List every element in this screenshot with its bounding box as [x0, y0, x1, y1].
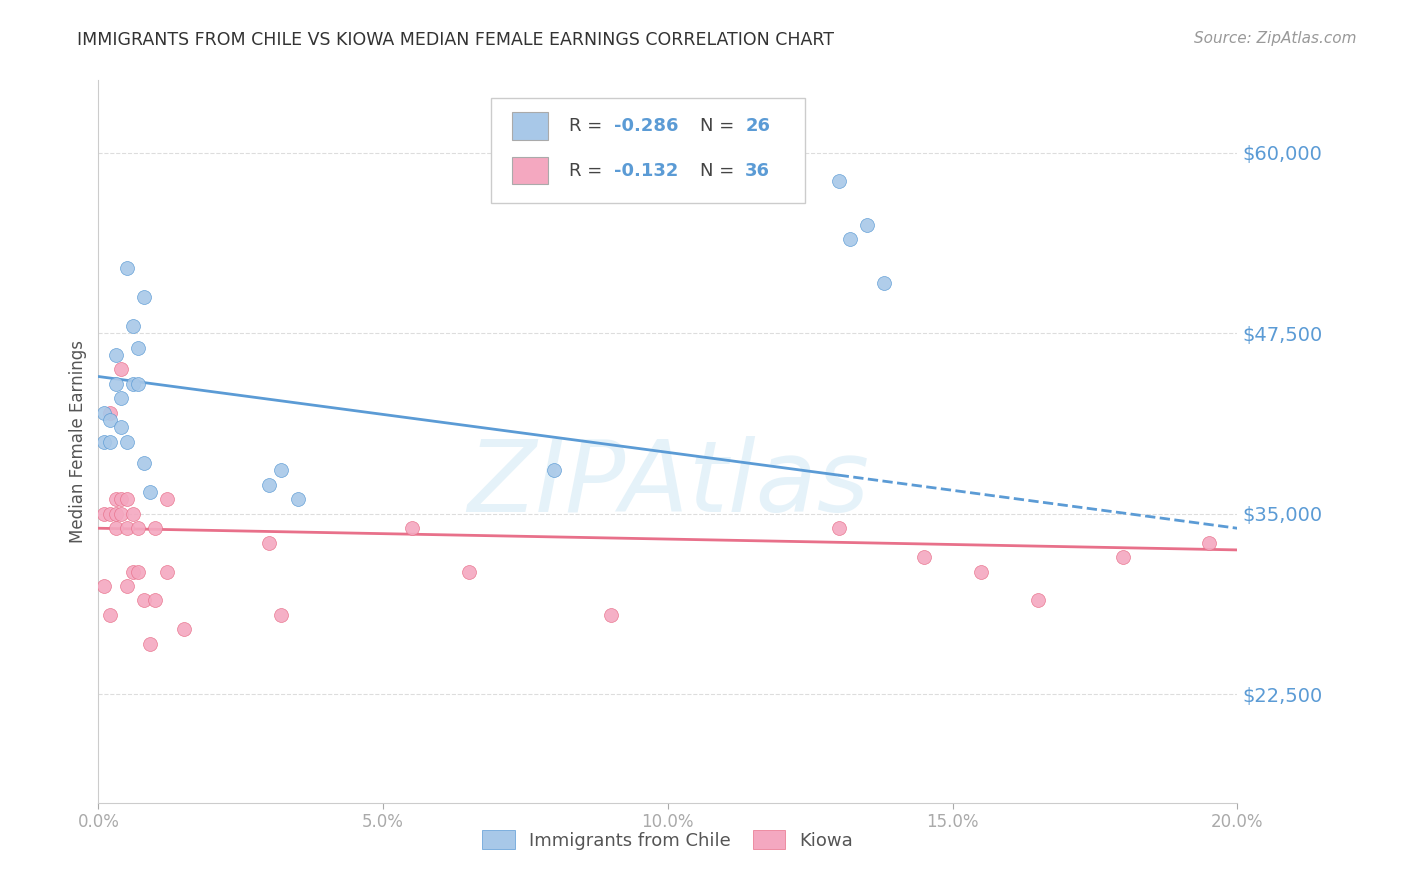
Point	[93, 579, 115, 593]
Point	[115, 434, 138, 449]
Point	[115, 521, 138, 535]
Point	[156, 565, 179, 579]
Point	[98, 434, 121, 449]
Point	[132, 456, 155, 470]
Point	[270, 463, 292, 477]
Point	[132, 593, 155, 607]
Point	[121, 507, 143, 521]
Point	[98, 406, 121, 420]
Point	[93, 507, 115, 521]
Point	[110, 420, 132, 434]
Point	[104, 521, 127, 535]
Text: R =: R =	[569, 161, 607, 179]
Point	[839, 232, 862, 246]
Point	[1112, 550, 1135, 565]
FancyBboxPatch shape	[512, 112, 548, 139]
Point	[138, 637, 160, 651]
Point	[543, 463, 565, 477]
Point	[1198, 535, 1220, 549]
Text: -0.132: -0.132	[614, 161, 679, 179]
Point	[856, 218, 879, 232]
Point	[115, 492, 138, 507]
Point	[121, 318, 143, 333]
Point	[104, 376, 127, 391]
Legend: Immigrants from Chile, Kiowa: Immigrants from Chile, Kiowa	[474, 822, 862, 859]
Text: -0.286: -0.286	[614, 117, 679, 135]
Text: ZIPAtlas: ZIPAtlas	[467, 436, 869, 533]
Point	[93, 434, 115, 449]
Point	[828, 174, 851, 188]
Point	[115, 261, 138, 276]
Point	[873, 276, 896, 290]
Point	[600, 607, 623, 622]
Point	[259, 535, 281, 549]
Y-axis label: Median Female Earnings: Median Female Earnings	[69, 340, 87, 543]
Text: 36: 36	[745, 161, 770, 179]
Point	[98, 507, 121, 521]
Point	[173, 623, 195, 637]
Point	[121, 376, 143, 391]
Text: Source: ZipAtlas.com: Source: ZipAtlas.com	[1194, 31, 1357, 46]
FancyBboxPatch shape	[491, 98, 804, 203]
Point	[156, 492, 179, 507]
Point	[401, 521, 423, 535]
Point	[110, 391, 132, 405]
Point	[145, 593, 167, 607]
Point	[742, 189, 765, 203]
Point	[138, 485, 160, 500]
Text: N =: N =	[700, 161, 740, 179]
Point	[270, 607, 292, 622]
Text: 26: 26	[745, 117, 770, 135]
Point	[912, 550, 935, 565]
Point	[127, 341, 149, 355]
Point	[110, 492, 132, 507]
Point	[98, 607, 121, 622]
Text: IMMIGRANTS FROM CHILE VS KIOWA MEDIAN FEMALE EARNINGS CORRELATION CHART: IMMIGRANTS FROM CHILE VS KIOWA MEDIAN FE…	[77, 31, 834, 49]
Point	[127, 565, 149, 579]
Point	[121, 565, 143, 579]
Point	[93, 406, 115, 420]
Point	[115, 579, 138, 593]
Text: R =: R =	[569, 117, 607, 135]
Point	[127, 521, 149, 535]
Point	[970, 565, 993, 579]
Point	[132, 290, 155, 304]
Point	[145, 521, 167, 535]
Point	[104, 507, 127, 521]
Point	[110, 507, 132, 521]
Point	[457, 565, 479, 579]
Point	[104, 348, 127, 362]
Point	[104, 492, 127, 507]
Point	[259, 478, 281, 492]
Point	[98, 413, 121, 427]
Text: N =: N =	[700, 117, 740, 135]
FancyBboxPatch shape	[512, 157, 548, 185]
Point	[127, 376, 149, 391]
Point	[1026, 593, 1049, 607]
Point	[828, 521, 851, 535]
Point	[287, 492, 309, 507]
Point	[110, 362, 132, 376]
